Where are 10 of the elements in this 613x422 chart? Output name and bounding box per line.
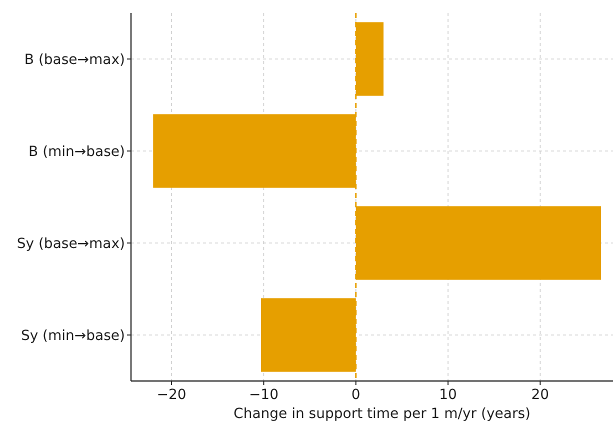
x-tick-label: 0 bbox=[351, 387, 360, 403]
x-tick-label: −10 bbox=[248, 387, 278, 403]
y-tick-label: B (base→max) bbox=[24, 52, 125, 68]
x-axis-title: Change in support time per 1 m/yr (years) bbox=[234, 406, 530, 422]
y-tick-label: B (min→base) bbox=[28, 144, 125, 160]
y-tick-label: Sy (min→base) bbox=[20, 328, 125, 344]
y-tick-label: Sy (base→max) bbox=[16, 236, 125, 252]
x-tick-label: 20 bbox=[531, 387, 550, 403]
x-tick-label: −20 bbox=[156, 387, 186, 403]
x-tick-label: 10 bbox=[439, 387, 457, 403]
